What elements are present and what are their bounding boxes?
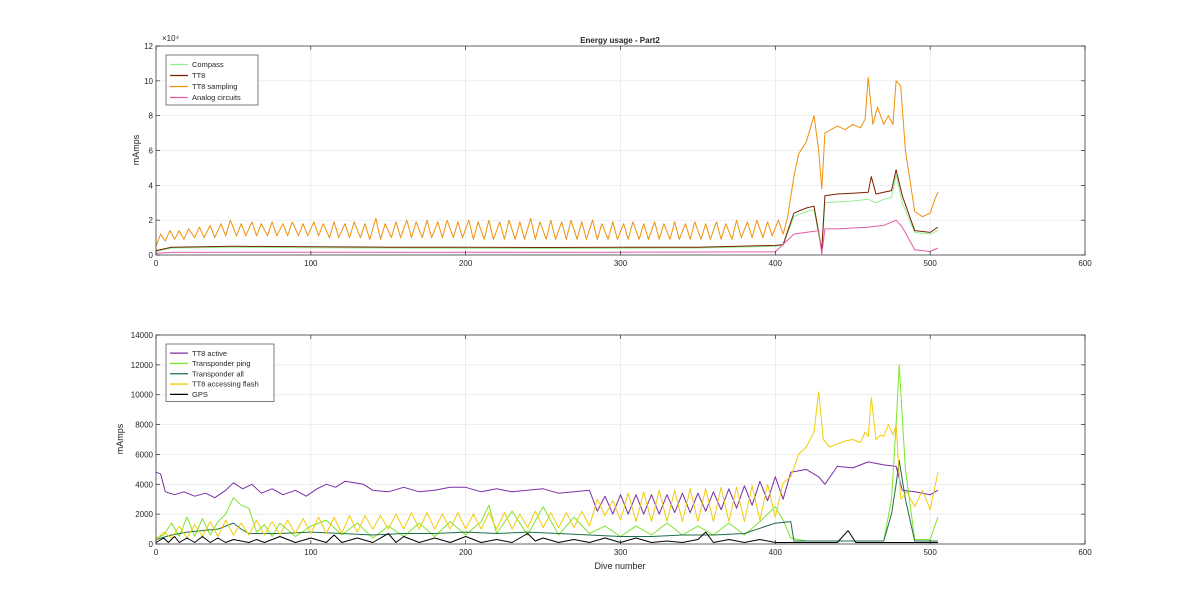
top-x-tick-label: 300 [614, 259, 628, 268]
top-y-tick-label: 6 [149, 147, 154, 156]
top-x-tick-label: 500 [923, 259, 937, 268]
bottom-x-tick-label: 500 [923, 548, 937, 557]
top-y-tick-label: 0 [149, 251, 154, 260]
top-legend-box [165, 54, 259, 106]
bottom-legend-entry: TT8 accessing flash [192, 380, 259, 389]
top-x-tick-label: 0 [154, 259, 159, 268]
top-series-line-compass [155, 174, 939, 252]
bottom-x-axis-label: Dive number [594, 561, 645, 571]
top-x-tick-label: 400 [769, 259, 783, 268]
bottom-x-tick-label: 100 [304, 548, 318, 557]
bottom-series-line-transponder-ping [155, 364, 939, 542]
bottom-y-tick-label: 8000 [135, 421, 153, 430]
bottom-y-tick-label: 12000 [131, 361, 154, 370]
top-legend-entry: Analog circuits [192, 93, 241, 102]
bottom-legend-entry: TT8 active [192, 349, 227, 358]
top-series-line-analog-circuits [155, 219, 939, 255]
bottom-y-tick-label: 14000 [131, 331, 154, 340]
top-y-tick-label: 8 [149, 112, 154, 121]
bottom-x-tick-label: 400 [769, 548, 783, 557]
axes-top: Energy usage - Part2 ×10⁴ mAmps 0 100 200 3… [131, 34, 1092, 268]
bottom-x-tick-label: 300 [614, 548, 628, 557]
bottom-x-tick-label: 200 [459, 548, 473, 557]
bottom-y-tick-label: 4000 [135, 480, 153, 489]
top-x-tick-label: 600 [1078, 259, 1092, 268]
bottom-legend-entry: Transponder ping [192, 359, 251, 368]
top-y-tick-label: 2 [149, 216, 154, 225]
bottom-series-line-tt8-active [155, 461, 939, 515]
top-legend-entry: TT8 [192, 71, 205, 80]
top-legend-entry: TT8 sampling [192, 82, 237, 91]
bottom-series-line-tt8-accessing-flash [155, 391, 939, 540]
bottom-x-tick-label: 600 [1078, 548, 1092, 557]
top-y-tick-label: 10 [144, 77, 153, 86]
bottom-legend-entry: GPS [192, 390, 208, 399]
top-series-line-tt8 [155, 169, 939, 252]
bottom-y-axis-label: mAmps [115, 423, 125, 454]
bottom-y-tick-label: 10000 [131, 391, 154, 400]
bottom-legend-entry: Transponder all [192, 369, 244, 378]
bottom-series-line-gps [155, 530, 938, 543]
top-chart-title: Energy usage - Part2 [580, 36, 660, 45]
axes-bottom: Dive number mAmps 0 100 200 300 400 500 600020… [115, 331, 1092, 571]
top-x-tick-label: 200 [459, 259, 473, 268]
top-y-tick-label: 4 [149, 181, 154, 190]
top-series-line-tt8-sampling [155, 76, 939, 247]
top-legend-entry: Compass [192, 60, 224, 69]
bottom-x-tick-label: 0 [154, 548, 159, 557]
bottom-y-tick-label: 0 [149, 540, 154, 549]
bottom-y-tick-label: 2000 [135, 510, 153, 519]
top-y-tick-label: 12 [144, 42, 153, 51]
bottom-y-tick-label: 6000 [135, 450, 153, 459]
top-y-exponent-label: ×10⁴ [162, 34, 180, 43]
top-y-axis-label: mAmps [131, 134, 141, 165]
top-x-tick-label: 100 [304, 259, 318, 268]
